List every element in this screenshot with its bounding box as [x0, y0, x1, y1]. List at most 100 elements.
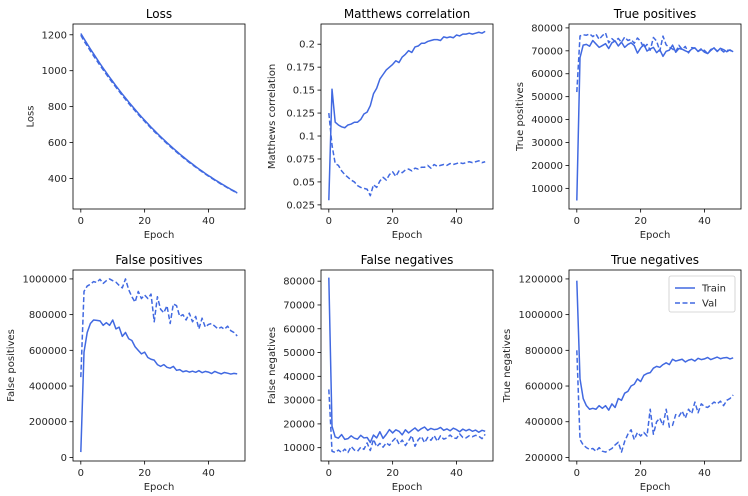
- panel-5: False negatives 0 20 40 10000 20000 30000 40000…: [267, 253, 494, 493]
- x-tick-label: 40: [450, 468, 463, 479]
- y-tick-label: 400000: [525, 417, 563, 428]
- y-tick-label: 50000: [283, 348, 315, 359]
- y-tick-label: 600000: [525, 382, 563, 393]
- plot-frame: [320, 269, 494, 462]
- x-tick-label: 20: [138, 216, 151, 227]
- y-tick-label: 40000: [531, 115, 563, 126]
- x-tick-label: 40: [698, 468, 711, 479]
- y-axis-label: True negatives: [502, 329, 513, 403]
- y-tick-label: 1200: [42, 30, 67, 41]
- series-line-train: [328, 277, 486, 444]
- y-tick-label: 0.125: [286, 109, 315, 120]
- panel-title: False negatives: [361, 253, 454, 267]
- y-tick-label: 40000: [283, 372, 315, 383]
- y-tick-label: 70000: [531, 46, 563, 57]
- y-axis-label: False negatives: [267, 327, 278, 404]
- y-tick-label: 0.075: [286, 154, 315, 165]
- panel-title: True negatives: [610, 253, 699, 267]
- y-tick-label: 800: [48, 102, 67, 113]
- x-tick-label: 20: [386, 216, 399, 227]
- x-tick-label: 0: [326, 468, 332, 479]
- y-tick-label: 0.1: [299, 132, 315, 143]
- y-tick-label: 30000: [531, 138, 563, 149]
- x-axis-label: Epoch: [392, 482, 423, 493]
- y-tick-label: 20000: [531, 161, 563, 172]
- x-axis-label: Epoch: [144, 482, 175, 493]
- y-tick-label: 20000: [283, 419, 315, 430]
- y-tick-label: 0.15: [293, 86, 315, 97]
- series-line-train: [576, 39, 734, 201]
- y-tick-label: 1000000: [22, 274, 67, 285]
- plot-frame: [568, 269, 742, 462]
- series-line-val: [576, 32, 734, 93]
- panel-2: Matthews correlation 0 20 40 0.025 0.05 0.075 0…: [267, 7, 494, 241]
- y-tick-label: 600: [48, 138, 67, 149]
- x-tick-label: 0: [574, 468, 580, 479]
- x-tick-label: 20: [386, 468, 399, 479]
- plot-frame: [320, 23, 494, 210]
- x-tick-label: 20: [634, 468, 647, 479]
- y-axis-label: Loss: [25, 106, 36, 128]
- series-line-train: [80, 33, 238, 194]
- y-tick-label: 30000: [283, 396, 315, 407]
- x-tick-label: 0: [78, 468, 84, 479]
- x-tick-label: 20: [634, 216, 647, 227]
- x-tick-label: 40: [202, 216, 215, 227]
- y-tick-label: 0.2: [299, 40, 315, 51]
- x-axis-label: Epoch: [392, 230, 423, 241]
- series-line-train: [576, 280, 734, 411]
- y-axis-label: False positives: [6, 329, 17, 402]
- x-tick-label: 0: [326, 216, 332, 227]
- y-tick-label: 400000: [29, 382, 67, 393]
- legend-label-val: Val: [702, 299, 717, 310]
- series-line-val: [80, 278, 238, 378]
- x-tick-label: 40: [698, 216, 711, 227]
- x-axis-label: Epoch: [144, 230, 175, 241]
- panel-6: True negatives 0 20 40 200000 400000 600000 800…: [502, 253, 742, 493]
- x-tick-label: 20: [138, 468, 151, 479]
- y-tick-label: 10000: [531, 184, 563, 195]
- y-tick-label: 60000: [283, 324, 315, 335]
- plot-frame: [72, 269, 246, 462]
- y-tick-label: 800000: [29, 310, 67, 321]
- y-tick-label: 800000: [525, 346, 563, 357]
- y-tick-label: 1000000: [518, 310, 563, 321]
- y-axis-label: True positives: [515, 82, 526, 152]
- panel-title: True positives: [613, 7, 697, 21]
- panel-3: True positives 0 20 40 10000 20000 30000 40000 5…: [515, 7, 742, 241]
- series-line-val: [328, 389, 486, 454]
- panel-title: Matthews correlation: [344, 7, 470, 21]
- y-tick-label: 80000: [283, 277, 315, 288]
- series-line-train: [328, 30, 486, 201]
- x-axis-label: Epoch: [640, 482, 671, 493]
- y-tick-label: 70000: [283, 300, 315, 311]
- plot-frame: [568, 23, 742, 210]
- series-line-val: [576, 350, 734, 453]
- y-tick-label: 60000: [531, 69, 563, 80]
- y-tick-label: 80000: [531, 23, 563, 34]
- y-tick-label: 200000: [525, 453, 563, 464]
- y-tick-label: 10000: [283, 443, 315, 454]
- y-tick-label: 600000: [29, 346, 67, 357]
- y-tick-label: 0: [61, 453, 67, 464]
- series-line-train: [80, 319, 238, 453]
- series-line-val: [80, 34, 238, 195]
- panel-4: False positives 0 20 40 0 200000 400000 600000 8…: [6, 253, 246, 493]
- panel-title: False positives: [115, 253, 202, 267]
- plot-frame: [72, 23, 246, 210]
- y-tick-label: 0.025: [286, 200, 315, 211]
- series-line-val: [328, 112, 486, 197]
- x-tick-label: 40: [450, 216, 463, 227]
- y-tick-label: 400: [48, 174, 67, 185]
- x-tick-label: 0: [574, 216, 580, 227]
- y-tick-label: 0.175: [286, 63, 315, 74]
- panel-title: Loss: [146, 7, 172, 21]
- legend-label-train: Train: [701, 284, 726, 295]
- y-tick-label: 1200000: [518, 274, 563, 285]
- panel-1: Loss 0 20 40 400 600 800 1000 1200 Epoch Loss: [25, 7, 246, 241]
- x-tick-label: 40: [202, 468, 215, 479]
- y-tick-label: 0.05: [293, 177, 315, 188]
- legend: Train Val: [668, 275, 736, 313]
- x-axis-label: Epoch: [640, 230, 671, 241]
